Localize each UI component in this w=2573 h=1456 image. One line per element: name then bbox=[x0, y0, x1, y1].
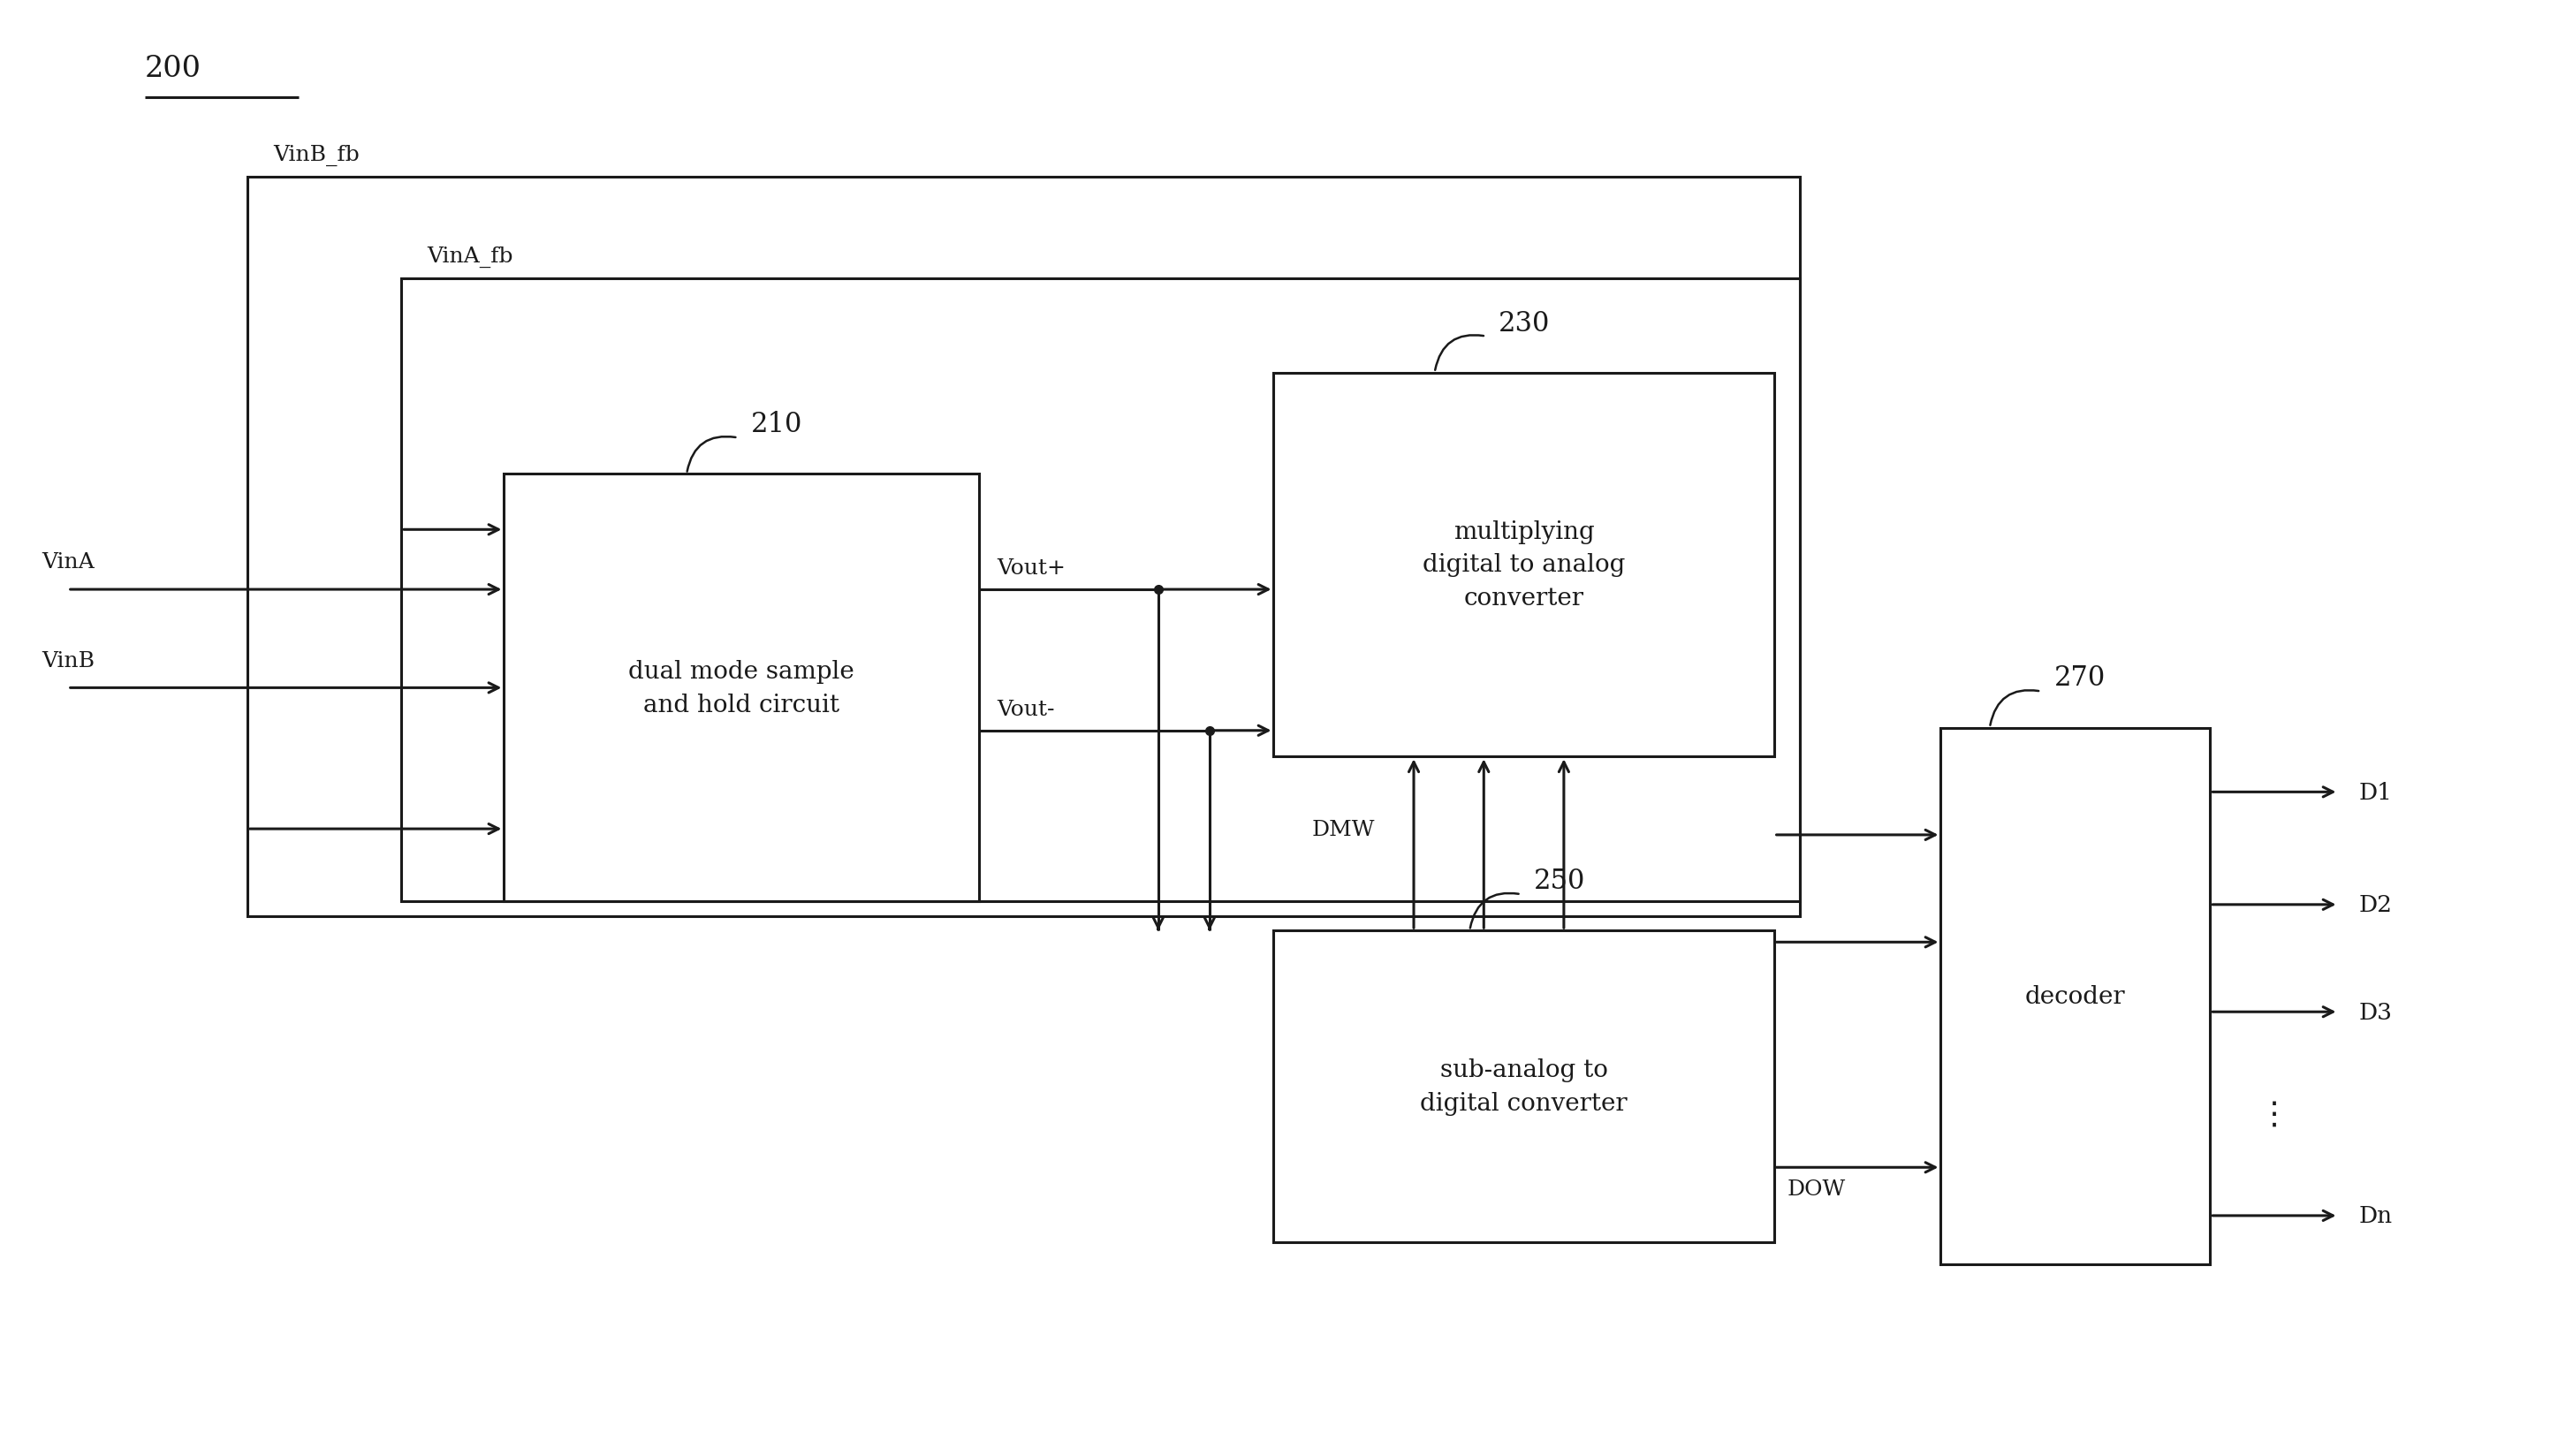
Bar bbox=[1274, 930, 1773, 1242]
Text: VinA_fb: VinA_fb bbox=[427, 246, 512, 268]
Text: decoder: decoder bbox=[2025, 984, 2125, 1008]
Text: VinB: VinB bbox=[41, 651, 95, 671]
Text: Vout-: Vout- bbox=[996, 699, 1055, 719]
Text: Dn: Dn bbox=[2359, 1204, 2393, 1227]
Text: 270: 270 bbox=[2053, 664, 2105, 692]
Text: DOW: DOW bbox=[1786, 1179, 1845, 1200]
Bar bbox=[1274, 373, 1773, 757]
Text: DMW: DMW bbox=[1312, 820, 1377, 840]
Text: 250: 250 bbox=[1534, 868, 1585, 894]
Bar bbox=[401, 280, 1799, 901]
Text: 200: 200 bbox=[144, 55, 201, 83]
Text: Vout+: Vout+ bbox=[996, 558, 1065, 578]
Text: VinA: VinA bbox=[41, 552, 95, 572]
Text: 210: 210 bbox=[751, 411, 803, 438]
Text: multiplying
digital to analog
converter: multiplying digital to analog converter bbox=[1423, 520, 1626, 610]
Text: dual mode sample
and hold circuit: dual mode sample and hold circuit bbox=[628, 660, 854, 716]
Text: sub-analog to
digital converter: sub-analog to digital converter bbox=[1420, 1059, 1629, 1115]
Text: 230: 230 bbox=[1500, 310, 1552, 336]
Text: D2: D2 bbox=[2359, 894, 2393, 916]
Text: D1: D1 bbox=[2359, 782, 2393, 804]
Text: ⋮: ⋮ bbox=[2259, 1099, 2290, 1128]
Text: D3: D3 bbox=[2359, 1002, 2393, 1024]
Bar bbox=[1940, 728, 2210, 1264]
Bar bbox=[247, 178, 1799, 916]
Text: VinB_fb: VinB_fb bbox=[273, 144, 360, 166]
Bar bbox=[504, 475, 978, 901]
